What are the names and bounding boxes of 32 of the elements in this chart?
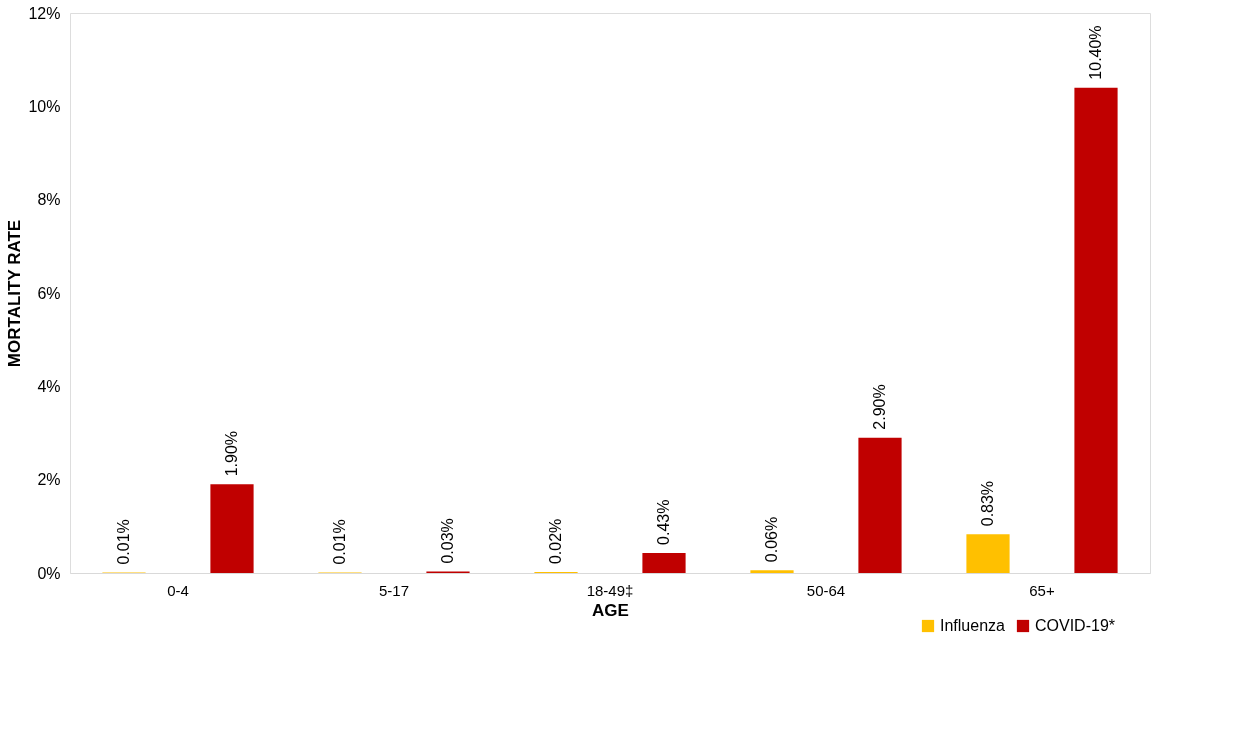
y-tick-label: 12% — [28, 4, 61, 22]
x-axis-title: AGE — [592, 600, 629, 620]
x-tick-label: 0-4 — [167, 581, 189, 599]
bar — [966, 534, 1010, 573]
y-tick-label: 6% — [37, 284, 61, 302]
legend-label: Influenza — [940, 617, 1006, 634]
data-label: 0.83% — [979, 480, 996, 527]
data-label: 0.01% — [115, 519, 132, 565]
bar — [642, 552, 686, 573]
y-tick-label: 8% — [37, 191, 61, 209]
bar — [1074, 87, 1118, 573]
data-label: 0.03% — [439, 518, 456, 564]
x-tick-label: 65+ — [1029, 581, 1055, 599]
data-label: 0.02% — [547, 518, 564, 565]
x-tick-label: 5-17 — [378, 581, 410, 599]
x-tick-label: 50-64 — [806, 581, 846, 599]
data-label: 0.01% — [331, 519, 348, 565]
y-tick-label: 2% — [37, 471, 61, 489]
bar — [750, 570, 794, 573]
data-label: 10.40% — [1087, 25, 1104, 80]
data-label: 2.90% — [871, 384, 888, 430]
legend-label: COVID-19* — [1035, 617, 1116, 634]
data-label: 0.43% — [655, 499, 672, 545]
y-axis-title: MORTALITY RATE — [5, 219, 25, 368]
bar — [858, 437, 902, 573]
data-label: 1.90% — [223, 430, 240, 477]
data-label: 0.06% — [763, 516, 780, 563]
y-tick-label: 4% — [37, 377, 61, 395]
y-tick-label: 0% — [37, 564, 61, 582]
x-tick-label: 18-49‡ — [586, 581, 634, 599]
y-tick-label: 10% — [28, 97, 61, 115]
bar — [210, 484, 254, 573]
